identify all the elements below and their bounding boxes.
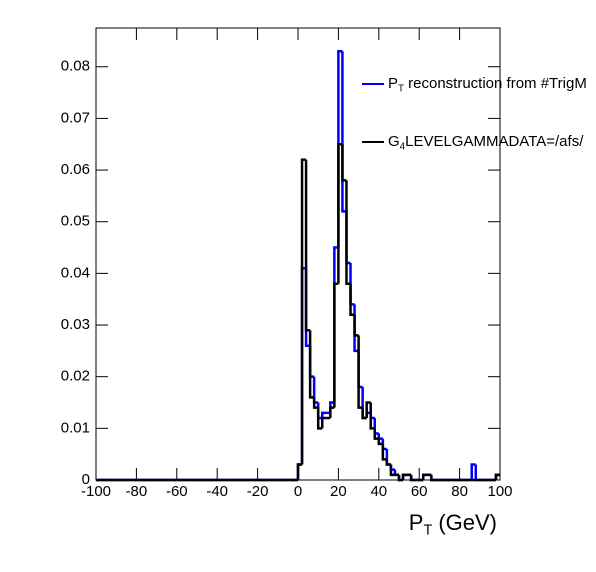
histogram-bin [345,180,351,285]
histogram-bin [353,314,359,337]
histogram-bin [470,463,476,480]
x-tick-label: -80 [126,483,148,500]
plot-frame [95,27,501,481]
x-axis-title: PT (GeV) [409,510,497,539]
histogram-bin [320,416,327,429]
histogram-bin [341,51,347,213]
histogram-bin [373,428,379,440]
y-tick-label: 0.01 [61,419,90,436]
x-tick-label: -60 [166,483,188,500]
histogram-bin [474,464,480,482]
x-tick-label: -100 [81,483,111,500]
y-tick-label: 0.02 [61,368,90,385]
histogram-bin [389,464,395,477]
y-tick-label: 0.03 [61,316,90,333]
histogram-bin [494,473,500,480]
x-tick-label: -20 [247,483,269,500]
histogram-bin [320,411,327,419]
x-tick-label: 20 [330,483,347,500]
x-tick-label: -40 [206,483,228,500]
histogram-bin [377,438,383,446]
histogram-bin [308,330,315,399]
histogram-bin [361,407,367,420]
histogram-bin [430,474,436,482]
histogram-bin [401,473,408,480]
histogram-bin [304,159,311,332]
x-tick-label: 0 [294,483,302,500]
histogram-bin [337,142,343,284]
histogram-bin [316,407,323,430]
histogram-bin [381,443,387,461]
x-tick-label: 60 [411,483,428,500]
histogram-bin [409,474,416,482]
x-tick-label: 40 [370,483,387,500]
histogram-bin [365,401,371,419]
y-tick-label: 0.06 [61,161,90,178]
legend-label: G4LEVELGAMMADATA=/afs/ [388,133,584,152]
histogram-bin [312,397,319,409]
histogram-bin [300,158,307,465]
histogram-bin [349,283,355,316]
y-tick-label: 0.08 [61,58,90,75]
x-tick-label: 80 [451,483,468,500]
histogram-bin [421,473,428,480]
histogram-bin [333,282,339,408]
x-tick-label: 100 [487,483,512,500]
histogram-bin [296,463,303,480]
y-tick-label: 0 [82,471,90,488]
histogram-bin [329,406,335,419]
histogram-bin [341,144,347,182]
histogram-bin [377,433,383,440]
y-tick-label: 0.04 [61,264,90,281]
histogram-bin [397,474,404,482]
y-tick-label: 0.05 [61,213,90,230]
histogram-bin [385,459,391,466]
histogram-bin [369,402,375,430]
y-tick-label: 0.07 [61,109,90,126]
histogram-bin [357,335,363,409]
legend-label: PT reconstruction from #TrigM [388,75,587,94]
